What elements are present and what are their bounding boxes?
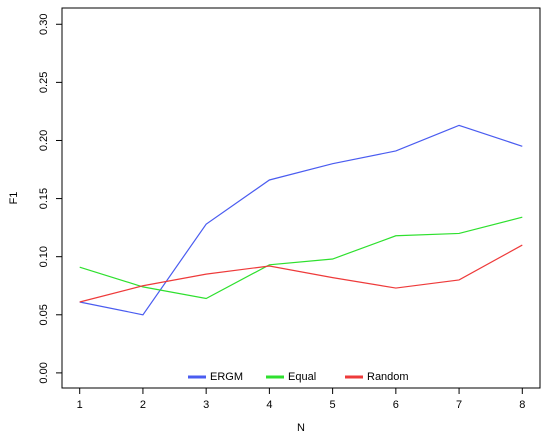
x-tick-label: 1 (77, 399, 83, 411)
series-line (79, 244, 523, 303)
y-tick-label: 0.20 (38, 130, 50, 151)
x-axis-label: N (297, 422, 305, 434)
x-tick-label: 4 (266, 399, 272, 411)
x-tick-label: 5 (330, 399, 336, 411)
y-tick-label: 0.15 (38, 188, 50, 209)
y-tick-label: 0.00 (38, 362, 50, 383)
x-tick-label: 8 (519, 399, 525, 411)
series-line (79, 124, 523, 316)
legend-label: Random (367, 371, 409, 383)
x-tick-label: 7 (456, 399, 462, 411)
y-axis-label: F1 (8, 192, 20, 205)
y-tick-label: 0.25 (38, 72, 50, 93)
legend-label: Equal (288, 371, 316, 383)
plot-box (61, 7, 541, 389)
x-tick-label: 6 (393, 399, 399, 411)
x-tick-label: 2 (140, 399, 146, 411)
series-line (79, 216, 523, 300)
legend-label: ERGM (210, 371, 243, 383)
y-tick-label: 0.10 (38, 246, 50, 267)
y-tick-label: 0.30 (38, 14, 50, 35)
x-tick-label: 3 (203, 399, 209, 411)
y-tick-label: 0.05 (38, 304, 50, 325)
